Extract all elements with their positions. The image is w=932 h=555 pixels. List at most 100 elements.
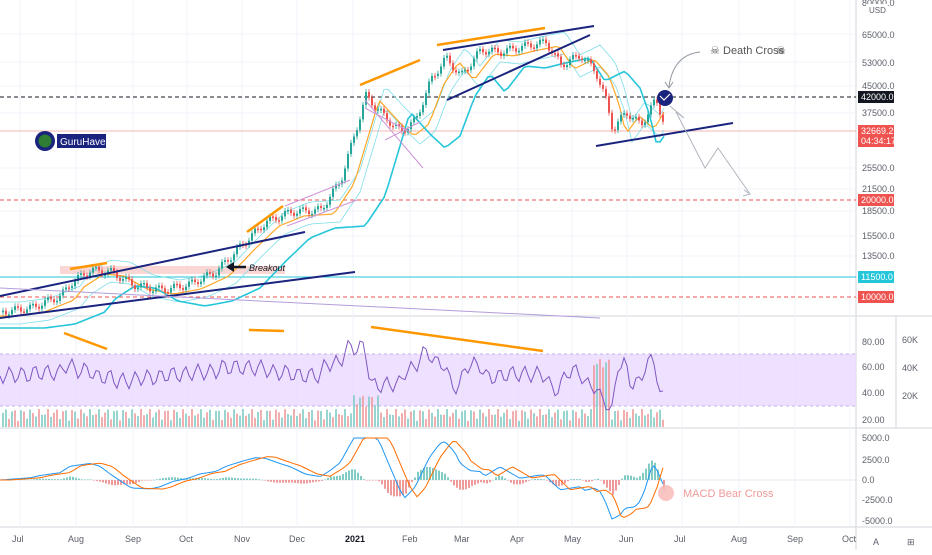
rsi-axis[interactable]: 80.00 60.00 40.00 20.00 60K 40K 20K bbox=[862, 335, 918, 425]
volume-bar bbox=[206, 412, 208, 427]
volume-bar bbox=[410, 411, 412, 427]
candle bbox=[140, 283, 142, 288]
flag-line[interactable] bbox=[364, 107, 411, 133]
candle bbox=[575, 55, 577, 57]
volume-bar bbox=[194, 415, 196, 427]
macd-hist-bar bbox=[441, 472, 443, 480]
candle bbox=[617, 121, 619, 131]
orange-trend-mark[interactable] bbox=[359, 58, 421, 87]
volume-bar bbox=[128, 418, 130, 427]
volume-bar bbox=[437, 409, 439, 427]
candle bbox=[554, 53, 556, 55]
wedge-upper-trendline[interactable] bbox=[442, 25, 595, 51]
flag-line[interactable] bbox=[284, 179, 351, 207]
macd-hist-bar bbox=[150, 480, 152, 481]
flag-line[interactable] bbox=[364, 99, 424, 169]
volume-bar bbox=[635, 413, 637, 427]
volume-bar bbox=[224, 409, 226, 427]
volume-bar bbox=[350, 413, 352, 427]
wedge-lower-trendline[interactable] bbox=[446, 34, 591, 101]
volume-bar bbox=[617, 410, 619, 427]
channel-lower-trendline[interactable] bbox=[0, 271, 356, 319]
flag-line[interactable] bbox=[384, 121, 421, 141]
auto-scale-button[interactable]: A bbox=[873, 537, 879, 547]
macd-hist-bar bbox=[84, 479, 86, 480]
macd-hist-bar bbox=[453, 480, 455, 486]
projection-path[interactable] bbox=[669, 105, 751, 195]
candle bbox=[110, 268, 112, 271]
flag-line[interactable] bbox=[286, 199, 358, 227]
macd-axis[interactable]: 5000.0 2500.0 0.0 -2500.0 -5000.0 bbox=[862, 433, 893, 526]
volume-bar bbox=[524, 411, 526, 427]
macd-hist-bar bbox=[99, 480, 101, 482]
layout-button[interactable]: ⊞ bbox=[907, 537, 915, 547]
candle bbox=[77, 274, 79, 281]
macd-hist-bar bbox=[75, 477, 77, 480]
orange-trend-mark[interactable] bbox=[69, 261, 108, 271]
volume-bar bbox=[518, 420, 520, 427]
rsi-orange-mark bbox=[63, 331, 108, 351]
candle bbox=[524, 42, 526, 46]
volume-bar bbox=[20, 410, 22, 427]
candle bbox=[389, 120, 391, 126]
macd-hist-bar bbox=[615, 480, 617, 491]
death-cross-marker[interactable] bbox=[657, 90, 673, 106]
macd-histogram bbox=[0, 460, 665, 497]
macd-hist-bar bbox=[477, 480, 479, 484]
time-axis[interactable]: Jul Aug Sep Oct Nov Dec 2021 Feb Mar Apr May Jun Jul… bbox=[12, 534, 857, 544]
macd-hist-bar bbox=[36, 479, 38, 480]
volume-bar bbox=[557, 409, 559, 427]
price-axis[interactable]: 80000.0 USD 65000.0 53000.0 45000.0 3750… bbox=[858, 0, 896, 303]
orange-trend-mark[interactable] bbox=[436, 26, 546, 47]
trendlines[interactable] bbox=[0, 25, 752, 319]
macd-hist-bar bbox=[447, 477, 449, 480]
volume-bar bbox=[374, 405, 376, 427]
macd-hist-bar bbox=[507, 480, 509, 481]
time-tick: May bbox=[564, 534, 582, 544]
macd-hist-bar bbox=[429, 467, 431, 480]
candle bbox=[218, 268, 220, 276]
macd-hist-bar bbox=[255, 478, 257, 480]
macd-hist-bar bbox=[465, 480, 467, 490]
support-trendline[interactable] bbox=[595, 122, 734, 147]
candle bbox=[152, 291, 154, 293]
macd-hist-bar bbox=[396, 480, 398, 497]
macd-hist-bar bbox=[399, 480, 401, 497]
candle bbox=[518, 50, 520, 53]
macd-hist-bar bbox=[480, 480, 482, 483]
macd-hist-bar bbox=[51, 479, 53, 480]
candle bbox=[332, 188, 334, 197]
macd-hist-bar bbox=[258, 479, 260, 480]
macd-hist-bar bbox=[45, 478, 47, 480]
volume-bar bbox=[407, 418, 409, 427]
volume-bar bbox=[365, 406, 367, 427]
macd-hist-bar bbox=[303, 480, 305, 484]
channel-upper-trendline[interactable] bbox=[0, 231, 306, 297]
macd-hist-bar bbox=[126, 480, 128, 485]
candle bbox=[434, 75, 436, 78]
candle bbox=[503, 53, 505, 56]
time-tick: Jun bbox=[619, 534, 634, 544]
candle bbox=[329, 196, 331, 205]
long-purple-trendline[interactable] bbox=[0, 287, 601, 319]
volume-bar bbox=[593, 365, 595, 427]
candle bbox=[212, 273, 214, 277]
volume-bar bbox=[236, 413, 238, 427]
macd-hist-bar bbox=[603, 480, 605, 485]
candle bbox=[131, 279, 133, 286]
macd-hist-bar bbox=[300, 480, 302, 484]
macd-hist-bar bbox=[309, 480, 311, 483]
macd-hist-bar bbox=[435, 469, 437, 480]
macd-hist-bar bbox=[570, 479, 572, 480]
volume-bar bbox=[329, 412, 331, 427]
macd-bear-cross-marker[interactable] bbox=[658, 485, 674, 501]
macd-hist-bar bbox=[573, 479, 575, 480]
volume-bar bbox=[470, 410, 472, 427]
volume-bar bbox=[587, 416, 589, 427]
candle bbox=[335, 184, 337, 189]
macd-hist-bar bbox=[246, 478, 248, 480]
orange-trend-mark[interactable] bbox=[246, 204, 284, 234]
macd-hist-bar bbox=[489, 480, 491, 483]
breakout-zone bbox=[60, 266, 285, 274]
